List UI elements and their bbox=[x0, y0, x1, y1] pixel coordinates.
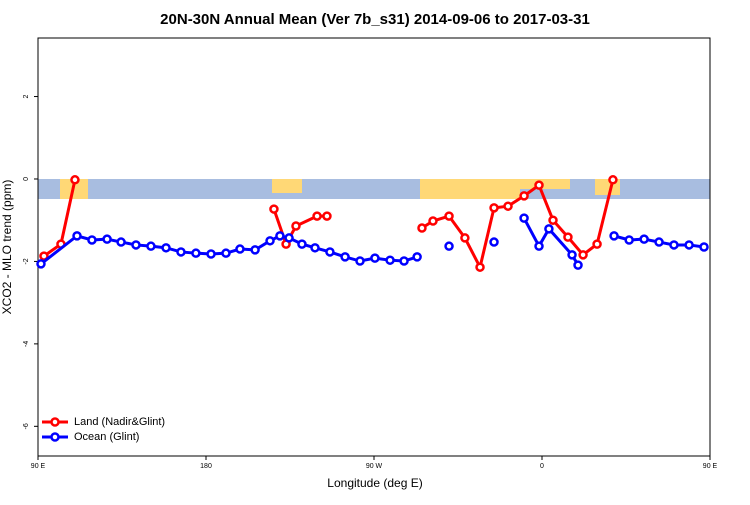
data-point bbox=[291, 221, 301, 231]
data-point bbox=[370, 253, 380, 263]
data-point bbox=[417, 223, 427, 233]
data-point bbox=[444, 211, 454, 221]
data-point bbox=[475, 262, 485, 272]
y-tick-label: -4 bbox=[23, 341, 30, 347]
data-point bbox=[503, 201, 513, 211]
data-point bbox=[699, 242, 709, 252]
data-point bbox=[297, 239, 307, 249]
data-point bbox=[102, 234, 112, 244]
legend-marker bbox=[50, 417, 60, 427]
data-point bbox=[563, 232, 573, 242]
x-tick-label: 90 E bbox=[703, 463, 718, 470]
data-point bbox=[161, 243, 171, 253]
x-tick-label: 0 bbox=[540, 463, 544, 470]
data-point bbox=[399, 256, 409, 266]
data-point bbox=[355, 256, 365, 266]
data-point bbox=[412, 252, 422, 262]
data-point bbox=[206, 249, 216, 259]
data-point bbox=[639, 234, 649, 244]
data-point bbox=[544, 224, 554, 234]
data-point bbox=[250, 245, 260, 255]
y-tick-label: -6 bbox=[23, 423, 30, 429]
data-point bbox=[191, 248, 201, 258]
data-point bbox=[340, 252, 350, 262]
data-point bbox=[684, 240, 694, 250]
x-tick-label: 90 W bbox=[366, 463, 383, 470]
data-point bbox=[325, 247, 335, 257]
legend-label: Ocean (Glint) bbox=[74, 431, 139, 443]
data-point bbox=[70, 175, 80, 185]
y-tick-label: 2 bbox=[23, 94, 30, 98]
data-point bbox=[567, 250, 577, 260]
data-point bbox=[444, 241, 454, 251]
data-point bbox=[428, 216, 438, 226]
data-point bbox=[312, 211, 322, 221]
data-point bbox=[235, 244, 245, 254]
legend-label: Land (Nadir&Glint) bbox=[74, 416, 165, 428]
data-point bbox=[221, 248, 231, 258]
data-point bbox=[322, 211, 332, 221]
data-point bbox=[534, 241, 544, 251]
data-point bbox=[176, 247, 186, 257]
data-point bbox=[385, 255, 395, 265]
data-point bbox=[624, 235, 634, 245]
data-point bbox=[310, 243, 320, 253]
data-point bbox=[573, 260, 583, 270]
data-point bbox=[609, 231, 619, 241]
data-point bbox=[275, 231, 285, 241]
data-point bbox=[578, 250, 588, 260]
data-point bbox=[87, 235, 97, 245]
data-point bbox=[534, 180, 544, 190]
data-point bbox=[265, 236, 275, 246]
data-point bbox=[72, 231, 82, 241]
x-tick-label: 90 E bbox=[31, 463, 46, 470]
data-point bbox=[548, 215, 558, 225]
data-point bbox=[116, 237, 126, 247]
data-point bbox=[39, 251, 49, 261]
data-point bbox=[654, 237, 664, 247]
data-point bbox=[519, 191, 529, 201]
data-point bbox=[36, 259, 46, 269]
x-tick-label: 180 bbox=[200, 463, 212, 470]
data-point bbox=[146, 241, 156, 251]
data-point bbox=[519, 213, 529, 223]
legend-marker bbox=[50, 432, 60, 442]
chart-title: 20N-30N Annual Mean (Ver 7b_s31) 2014-09… bbox=[160, 11, 590, 28]
data-point bbox=[131, 240, 141, 250]
data-point bbox=[284, 233, 294, 243]
data-point bbox=[460, 233, 470, 243]
y-tick-label: 0 bbox=[23, 177, 30, 181]
data-point bbox=[269, 204, 279, 214]
y-tick-label: -2 bbox=[23, 258, 30, 264]
data-point bbox=[608, 175, 618, 185]
data-point bbox=[489, 237, 499, 247]
data-point bbox=[592, 239, 602, 249]
y-axis-label: XCO2 - MLO trend (ppm) bbox=[0, 180, 14, 315]
data-point bbox=[489, 203, 499, 213]
data-point bbox=[669, 240, 679, 250]
x-axis-label: Longitude (deg E) bbox=[327, 476, 422, 490]
